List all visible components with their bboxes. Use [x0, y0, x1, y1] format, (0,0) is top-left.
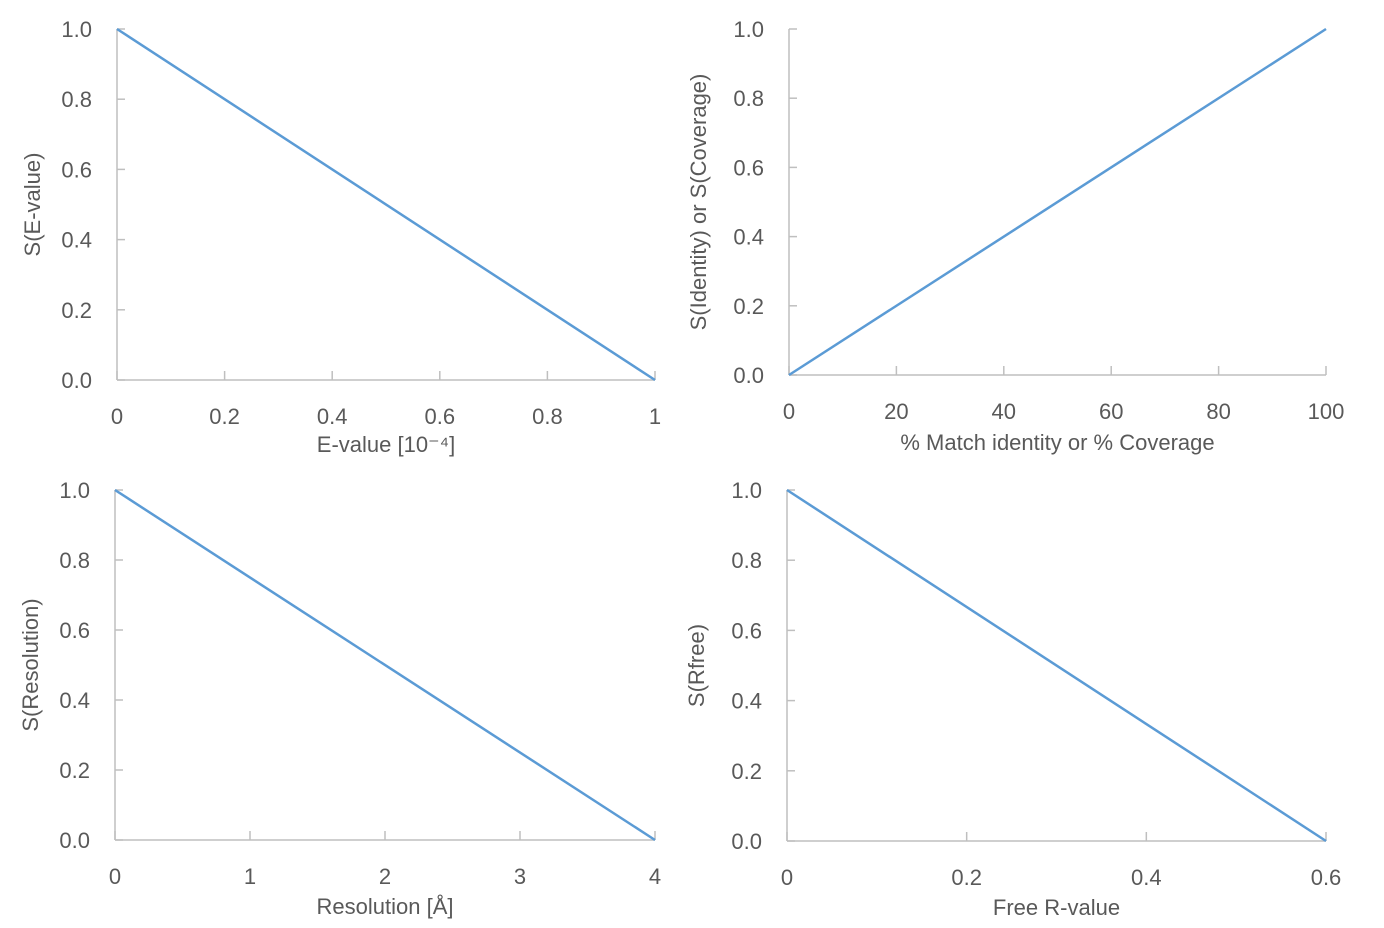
x-tick-label: 100: [1308, 399, 1345, 424]
y-tick-label: 0.6: [733, 155, 764, 180]
y-tick-label: 0.0: [733, 363, 764, 388]
x-tick-label: 60: [1099, 399, 1123, 424]
series-line: [114, 488, 656, 842]
x-tick-label: 0: [781, 865, 793, 890]
y-tick-label: 0.8: [731, 548, 762, 573]
y-tick-label: 0.6: [731, 618, 762, 643]
x-axis-label: % Match identity or % Coverage: [900, 430, 1214, 455]
y-tick-label: 1.0: [731, 478, 762, 503]
x-tick-label: 1: [244, 864, 256, 889]
x-tick-label: 0.8: [532, 404, 563, 429]
x-tick-label: 0: [111, 404, 123, 429]
x-tick-label: 20: [884, 399, 908, 424]
x-axis-label: Free R-value: [993, 895, 1120, 920]
chart-2: 0 20 40 60 80 100 0.0 0.2 0.4 0.6 0.8 1.0 % Match id…: [686, 17, 1344, 455]
x-tick-label: 2: [379, 864, 391, 889]
y-tick-label: 0.0: [731, 829, 762, 854]
y-tick-label: 0.4: [59, 688, 90, 713]
chart-4: 0 0.2 0.4 0.6 0.0 0.2 0.4 0.6 0.8 1.0 Free R-value…: [684, 478, 1341, 920]
y-tick-label: 0.8: [59, 548, 90, 573]
x-tick-label: 40: [992, 399, 1016, 424]
series-line: [116, 27, 656, 382]
y-tick-label: 0.8: [61, 87, 92, 112]
x-tick-label: 4: [649, 864, 661, 889]
x-axis-label: E-value [10⁻⁴]: [317, 432, 455, 457]
x-tick-label: 0: [109, 864, 121, 889]
y-tick-label: 0.4: [731, 689, 762, 714]
y-tick-label: 0.4: [733, 225, 764, 250]
chart-1: 0 0.2 0.4 0.6 0.8 1 0.0 0.2 0.4 0.6 0.8 1.0 E-value …: [20, 17, 661, 457]
series-line: [786, 488, 1327, 843]
x-tick-label: 0.6: [425, 404, 456, 429]
x-tick-label: 0.4: [1131, 865, 1162, 890]
chart-3: 0 1 2 3 4 0.0 0.2 0.4 0.6 0.8 1.0 Resolution [Å] S(R…: [18, 478, 661, 919]
y-tick-label: 0.2: [733, 294, 764, 319]
x-tick-label: 0: [783, 399, 795, 424]
y-tick-label: 1.0: [61, 17, 92, 42]
y-tick-label: 0.0: [61, 368, 92, 393]
y-axis-label: S(E-value): [20, 153, 45, 257]
x-tick-label: 80: [1206, 399, 1230, 424]
x-axis-label: Resolution [Å]: [317, 894, 454, 919]
y-tick-label: 0.2: [731, 759, 762, 784]
y-axis-label: S(Identity) or S(Coverage): [686, 74, 711, 331]
y-tick-label: 0.0: [59, 828, 90, 853]
x-tick-label: 0.2: [951, 865, 982, 890]
x-tick-label: 1: [649, 404, 661, 429]
y-axis-label: S(Resolution): [18, 598, 43, 731]
y-tick-label: 0.2: [59, 758, 90, 783]
y-tick-label: 0.6: [59, 618, 90, 643]
y-tick-label: 0.2: [61, 298, 92, 323]
series-line: [788, 27, 1327, 377]
y-tick-label: 0.4: [61, 228, 92, 253]
x-tick-label: 0.4: [317, 404, 348, 429]
y-tick-label: 1.0: [59, 478, 90, 503]
x-tick-label: 0.2: [209, 404, 240, 429]
x-tick-label: 0.6: [1311, 865, 1342, 890]
y-tick-label: 1.0: [733, 17, 764, 42]
x-tick-label: 3: [514, 864, 526, 889]
y-tick-label: 0.6: [61, 157, 92, 182]
y-tick-label: 0.8: [733, 86, 764, 111]
y-axis-label: S(Rfree): [684, 624, 709, 707]
